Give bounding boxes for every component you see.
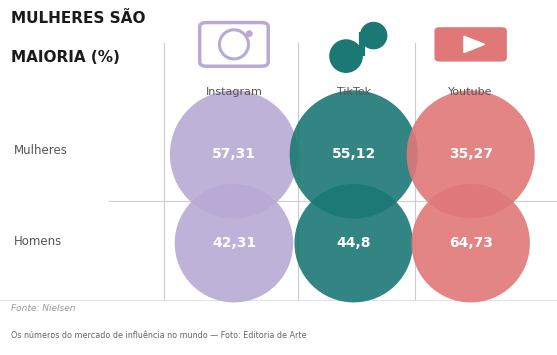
Polygon shape (464, 36, 485, 53)
Text: 42,31: 42,31 (212, 236, 256, 250)
Ellipse shape (360, 22, 388, 49)
Ellipse shape (329, 39, 363, 73)
Text: Mulheres: Mulheres (14, 144, 68, 157)
Text: MAIORIA (%): MAIORIA (%) (11, 50, 120, 65)
Ellipse shape (412, 184, 530, 302)
Text: Fonte: Nielsen: Fonte: Nielsen (11, 304, 76, 312)
Text: 35,27: 35,27 (449, 147, 492, 162)
Ellipse shape (290, 91, 418, 218)
Ellipse shape (295, 184, 413, 302)
Text: 57,31: 57,31 (212, 147, 256, 162)
Ellipse shape (175, 184, 293, 302)
Text: Os números do mercado de influência no mundo — Foto: Editoria de Arte: Os números do mercado de influência no m… (11, 331, 307, 340)
Ellipse shape (407, 91, 535, 218)
Text: MULHERES SÃO: MULHERES SÃO (11, 11, 145, 26)
Text: Instagram: Instagram (206, 87, 262, 97)
Text: TikTok: TikTok (336, 87, 371, 97)
Text: 55,12: 55,12 (331, 147, 376, 162)
Text: Youtube: Youtube (448, 87, 493, 97)
Ellipse shape (170, 91, 298, 218)
Text: 44,8: 44,8 (336, 236, 371, 250)
Text: 64,73: 64,73 (449, 236, 492, 250)
FancyBboxPatch shape (434, 27, 507, 61)
Text: Homens: Homens (14, 235, 62, 248)
Ellipse shape (246, 30, 253, 37)
